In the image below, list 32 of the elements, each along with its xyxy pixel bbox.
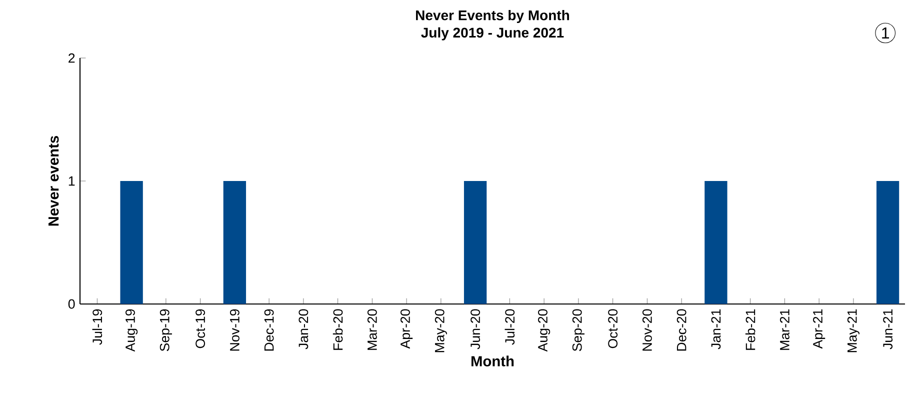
x-tick-label: Feb-21: [745, 309, 756, 350]
x-tick-label: Jun-21: [883, 309, 893, 350]
y-tick-label: 2: [68, 53, 75, 63]
x-tick-label: Mar-20: [367, 309, 377, 350]
chart-subtitle: July 2019 - June 2021: [421, 27, 564, 40]
x-tick-label: Nov-19: [230, 309, 240, 351]
x-tick-label: Jan-21: [711, 309, 721, 350]
x-tick-label: Apr-21: [813, 309, 826, 349]
x-tick-label: Oct-20: [608, 309, 618, 348]
x-tick-label: Dec-20: [676, 309, 686, 351]
x-tick-label: Feb-20: [332, 309, 343, 350]
y-axis-title: Never events: [48, 136, 59, 226]
x-tick-label: Dec-19: [264, 309, 274, 351]
x-tick-label: Apr-20: [400, 309, 413, 349]
x-tick-label: Jul-19: [92, 309, 102, 345]
x-tick-label: Nov-20: [642, 309, 652, 351]
x-tick-label: May-21: [847, 309, 860, 352]
x-tick-label: Jul-20: [504, 309, 515, 345]
x-tick-label: Mar-21: [780, 309, 790, 350]
y-tick-label: 1: [68, 176, 75, 186]
chart-title: Never Events by Month: [416, 10, 570, 24]
x-tick-label: Sep-20: [572, 309, 584, 352]
x-tick-label: May-20: [434, 309, 447, 352]
x-tick-label: Aug-20: [538, 309, 550, 352]
x-axis-title: Month: [472, 356, 514, 366]
x-tick-label: Oct-19: [196, 309, 206, 348]
x-tick-label: Jan-20: [298, 309, 308, 350]
x-tick-label: Aug-19: [126, 309, 138, 352]
x-tick-label: Jun-20: [470, 309, 480, 350]
x-tick-label: Sep-19: [160, 309, 172, 352]
y-tick-label: 0: [68, 299, 75, 309]
text: 1: [882, 28, 889, 39]
